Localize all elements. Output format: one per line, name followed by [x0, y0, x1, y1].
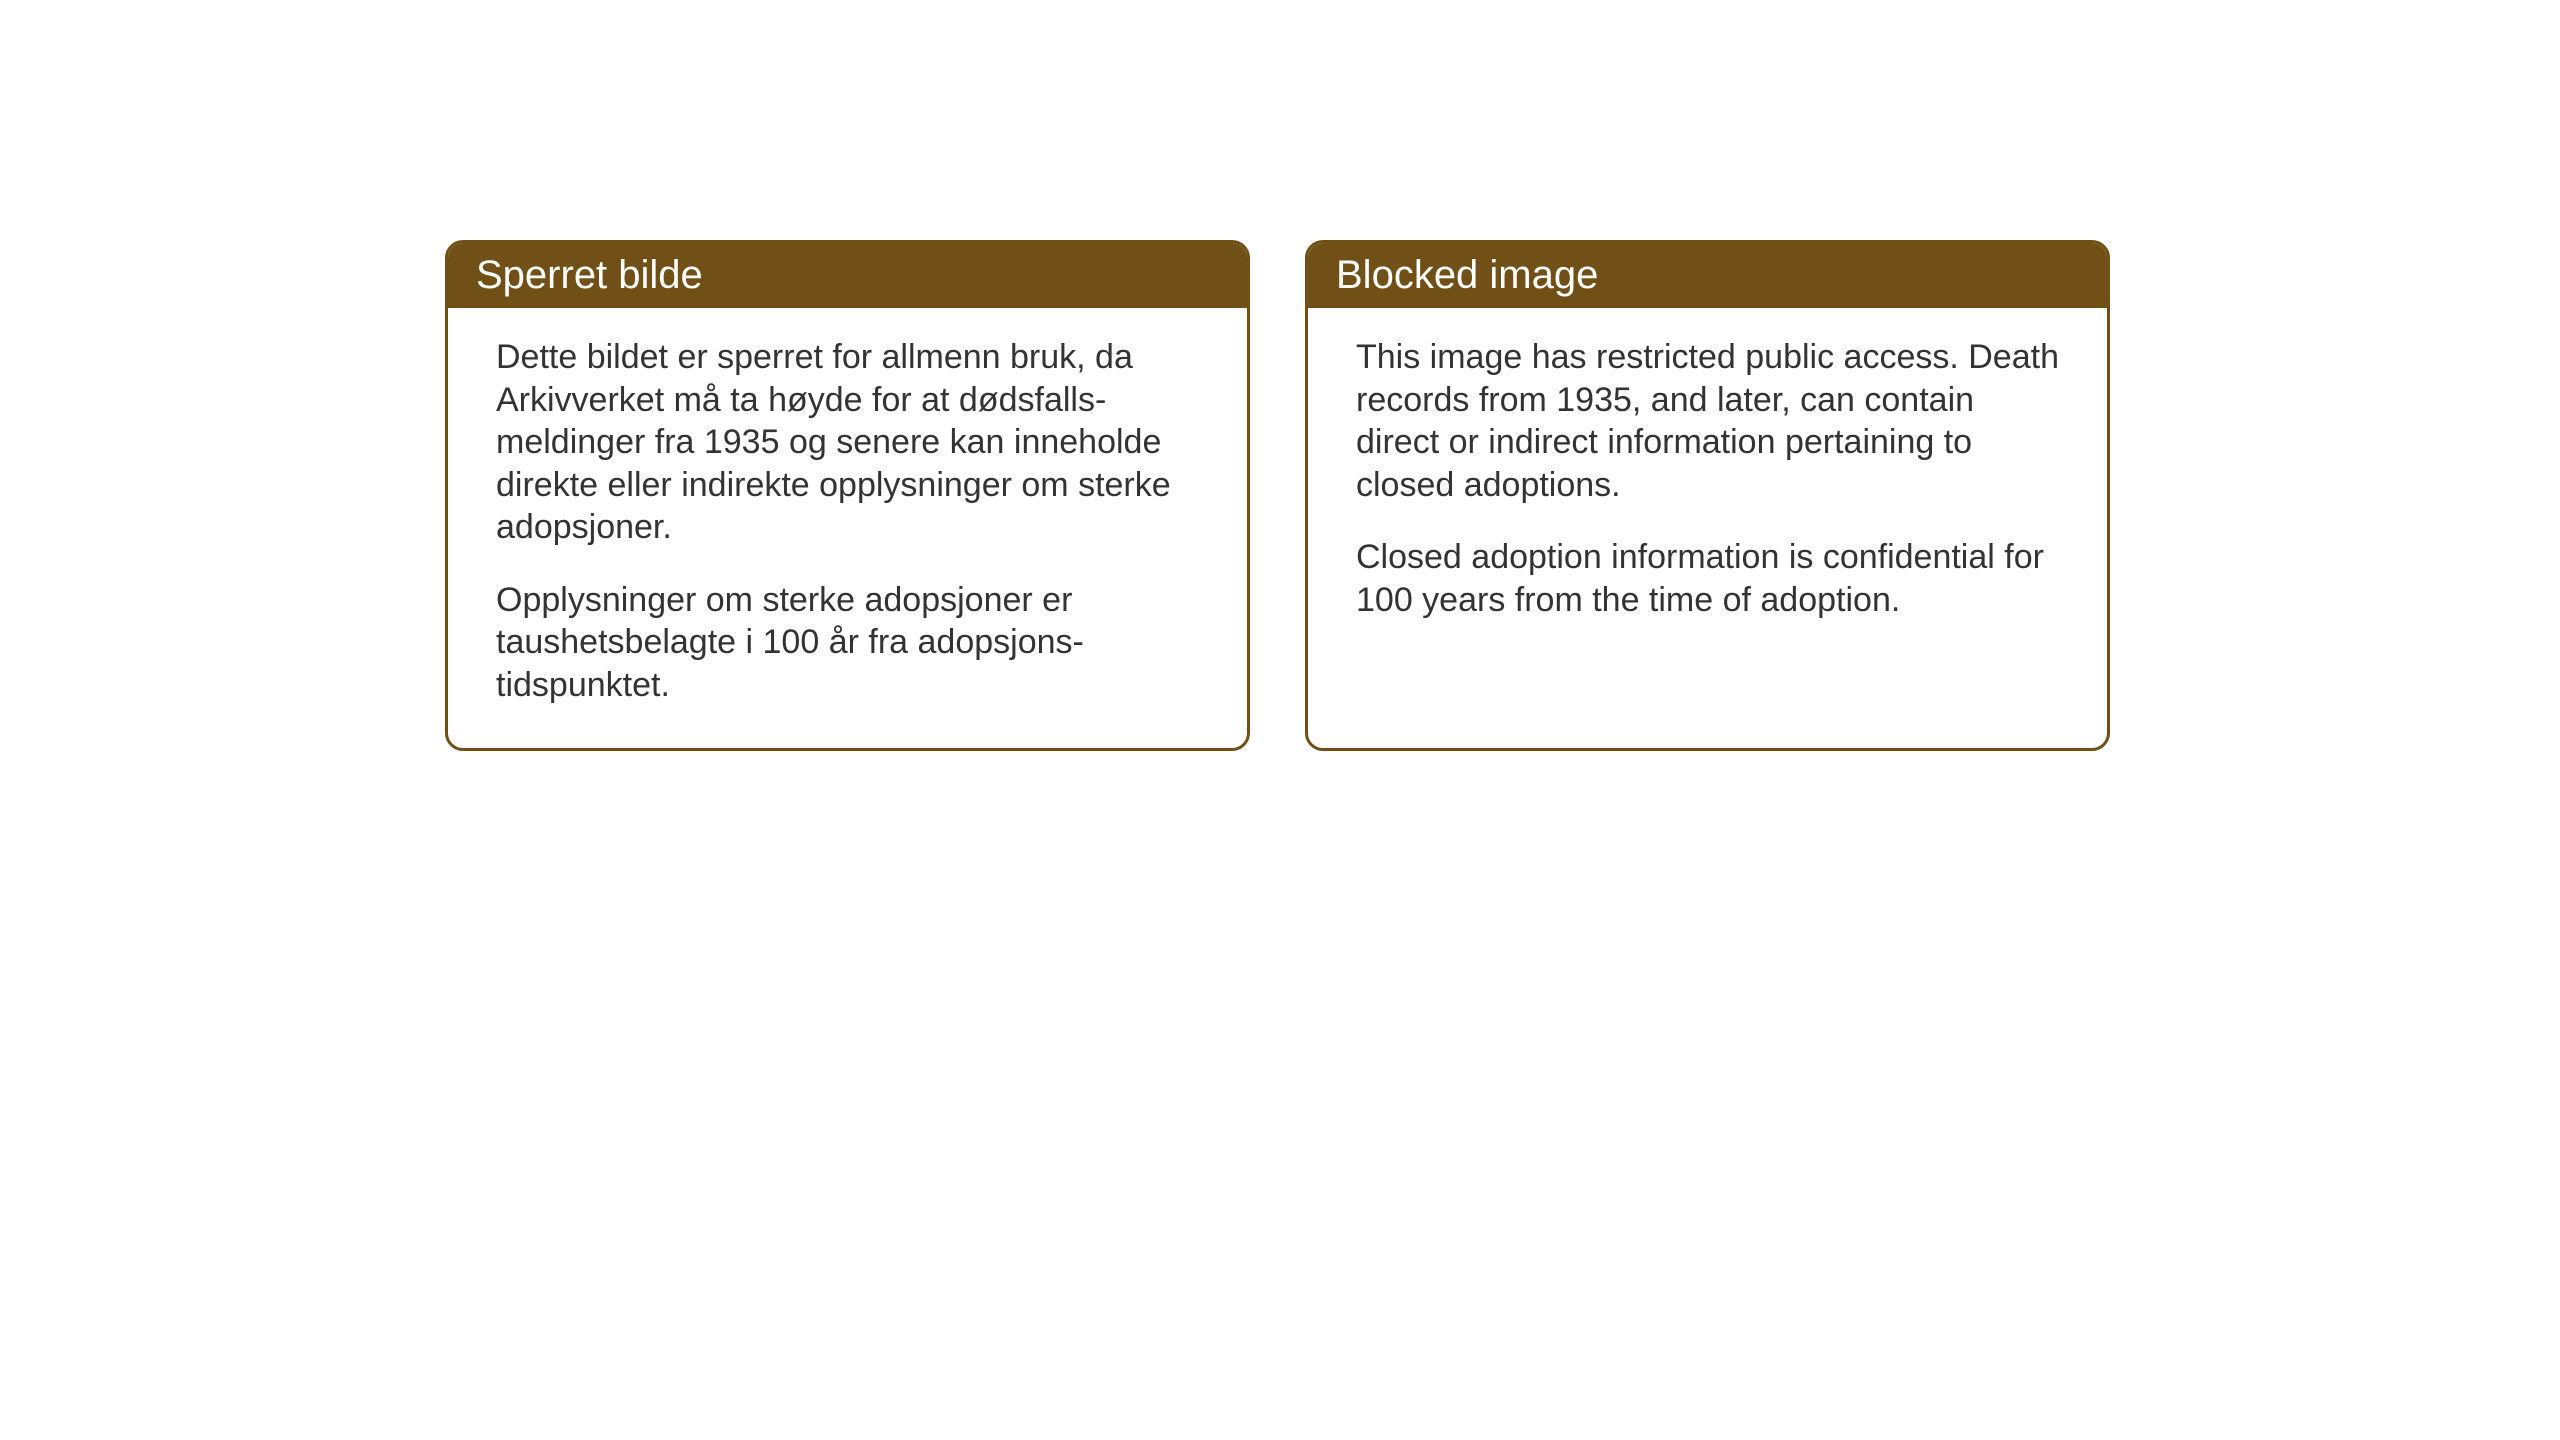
- card-paragraph-2-norwegian: Opplysninger om sterke adopsjoner er tau…: [496, 579, 1199, 707]
- card-title-norwegian: Sperret bilde: [476, 253, 703, 297]
- card-english: Blocked image This image has restricted …: [1305, 240, 2110, 751]
- card-paragraph-2-english: Closed adoption information is confident…: [1356, 536, 2059, 621]
- card-body-norwegian: Dette bildet er sperret for allmenn bruk…: [448, 308, 1247, 748]
- card-paragraph-1-norwegian: Dette bildet er sperret for allmenn bruk…: [496, 336, 1199, 549]
- card-norwegian: Sperret bilde Dette bildet er sperret fo…: [445, 240, 1250, 751]
- card-title-english: Blocked image: [1336, 253, 1598, 297]
- card-paragraph-1-english: This image has restricted public access.…: [1356, 336, 2059, 506]
- card-header-norwegian: Sperret bilde: [448, 243, 1247, 308]
- card-header-english: Blocked image: [1308, 243, 2107, 308]
- cards-container: Sperret bilde Dette bildet er sperret fo…: [445, 240, 2110, 751]
- card-body-english: This image has restricted public access.…: [1308, 308, 2107, 663]
